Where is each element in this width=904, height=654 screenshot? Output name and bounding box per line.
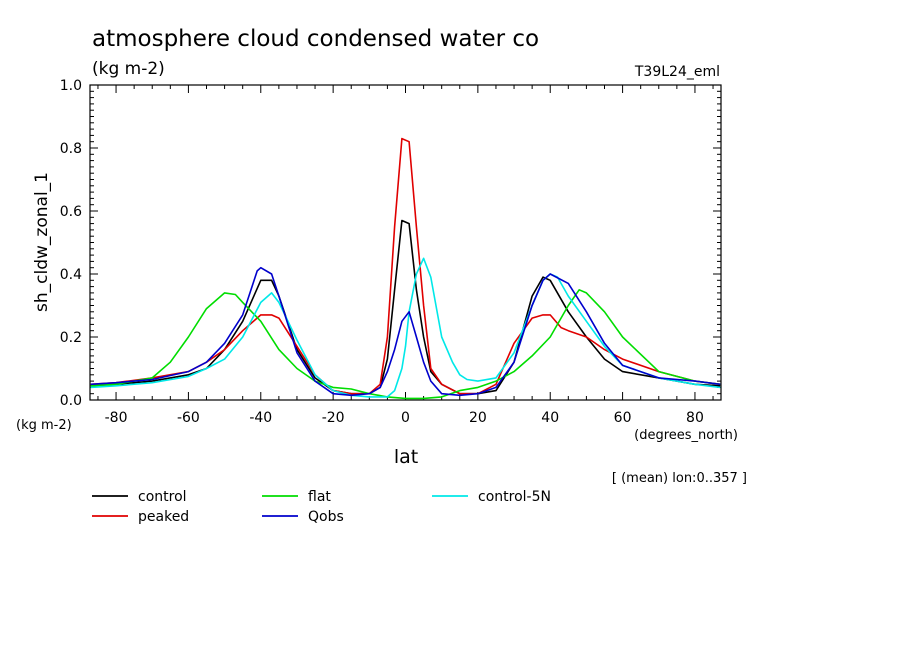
x-tick-label: -80 — [105, 410, 128, 426]
y-axis-label: sh_cldw_zonal_1 — [32, 172, 52, 312]
x-tick-label: -60 — [177, 410, 200, 426]
x-axis-label: lat — [394, 446, 418, 468]
y-tick-label: 0.4 — [60, 267, 82, 283]
chart-title: atmosphere cloud condensed water co — [92, 26, 539, 52]
x-tick-label: 40 — [541, 410, 559, 426]
plot-frame — [89, 84, 722, 401]
series-line-control — [90, 219, 721, 395]
x-tick-label: -20 — [322, 410, 345, 426]
legend: control peaked flat control-5N Qobs — [92, 489, 551, 525]
legend-label: Qobs — [308, 509, 344, 525]
x-tick-label: -40 — [249, 410, 272, 426]
y-tick-label: 0.6 — [60, 204, 82, 220]
series-line-control-5n — [90, 257, 721, 398]
legend-label: peaked — [138, 509, 189, 525]
y-axis-unit: (kg m-2) — [16, 418, 72, 433]
legend-item-flat: flat — [262, 489, 331, 505]
chart-subtitle: (kg m-2) — [92, 59, 165, 79]
x-axis-unit: (degrees_north) — [634, 428, 738, 443]
x-tick-label: 20 — [469, 410, 487, 426]
series-line-qobs — [90, 266, 721, 397]
x-tick-label: 0 — [401, 410, 410, 426]
y-axis-ticks: 0.0 0.2 0.4 0.6 0.8 1.0 — [60, 78, 721, 409]
y-tick-label: 0.0 — [60, 393, 82, 409]
series-line-flat — [90, 288, 721, 400]
legend-item-control: control — [92, 489, 187, 505]
legend-item-qobs: Qobs — [262, 509, 344, 525]
series-lines — [90, 137, 721, 400]
x-tick-label: 80 — [686, 410, 704, 426]
legend-item-peaked: peaked — [92, 509, 189, 525]
y-tick-label: 1.0 — [60, 78, 82, 94]
y-tick-label: 0.8 — [60, 141, 82, 157]
legend-item-control-5n: control-5N — [432, 489, 551, 505]
footnote: [ (mean) lon:0..357 ] — [612, 471, 747, 486]
y-tick-label: 0.2 — [60, 330, 82, 346]
legend-label: control — [138, 489, 187, 505]
x-axis-ticks: -80 -60 -40 -20 0 20 40 60 80 — [97, 85, 714, 426]
legend-label: flat — [308, 489, 331, 505]
legend-label: control-5N — [478, 489, 551, 505]
series-line-peaked — [90, 137, 721, 395]
x-tick-label: 60 — [614, 410, 632, 426]
run-label: T39L24_eml — [634, 64, 720, 80]
